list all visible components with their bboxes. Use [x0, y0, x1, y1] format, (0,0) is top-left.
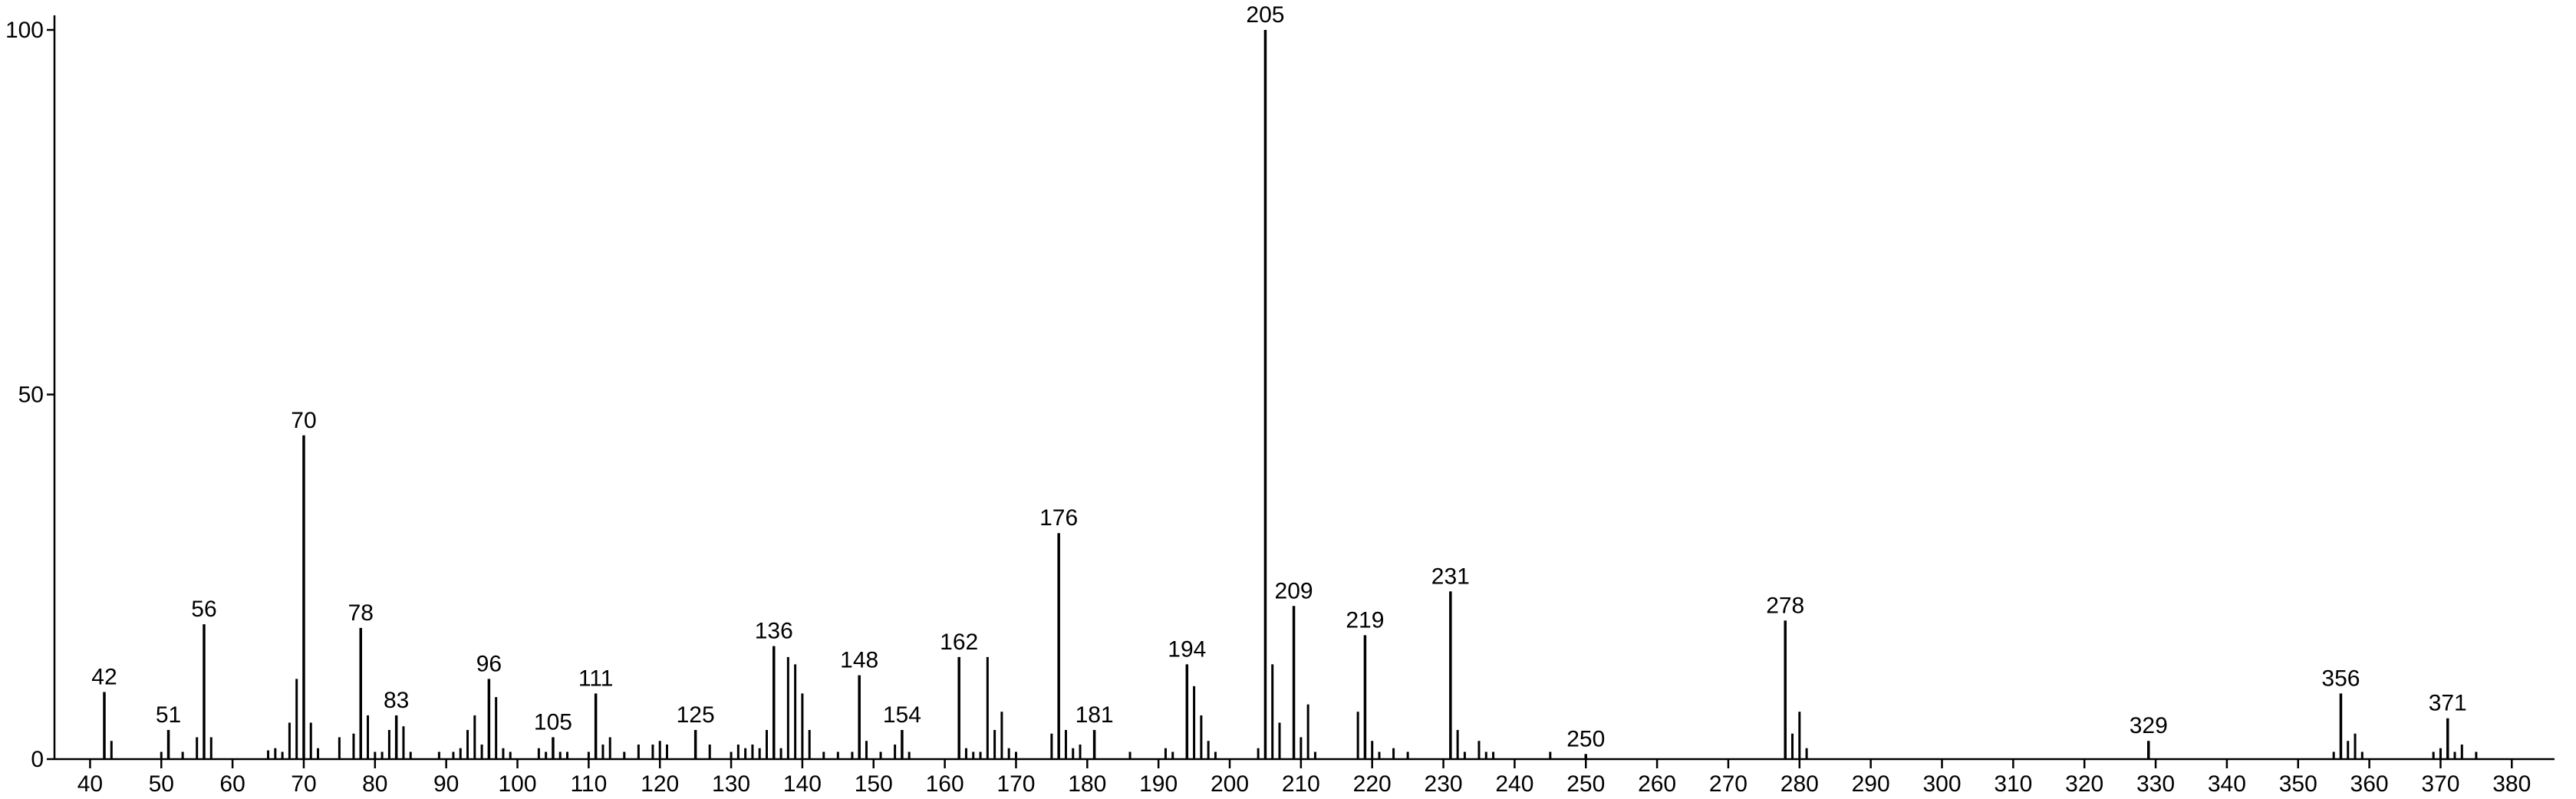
x-tick-label: 370 — [2421, 771, 2459, 797]
x-tick-label: 260 — [1638, 771, 1676, 797]
peak-label: 136 — [755, 619, 793, 644]
x-tick-label: 140 — [783, 771, 822, 797]
x-tick-label: 360 — [2350, 771, 2389, 797]
x-tick-label: 320 — [2065, 771, 2103, 797]
peak-label: 329 — [2130, 713, 2168, 738]
x-tick-label: 40 — [77, 771, 103, 797]
peak-label: 111 — [578, 666, 614, 691]
x-tick-label: 120 — [641, 771, 679, 797]
x-tick-label: 330 — [2136, 771, 2175, 797]
peak-label: 371 — [2429, 691, 2467, 716]
y-tick-label: 100 — [5, 18, 44, 43]
peak-label: 205 — [1246, 2, 1284, 28]
x-tick-label: 220 — [1353, 771, 1392, 797]
peak-label: 194 — [1168, 636, 1206, 662]
peak-label: 219 — [1346, 607, 1384, 633]
peak-label: 250 — [1566, 726, 1605, 751]
peak-label: 105 — [534, 709, 572, 735]
x-tick-label: 180 — [1068, 771, 1106, 797]
x-tick-label: 150 — [855, 771, 893, 797]
peak-label: 231 — [1431, 564, 1470, 589]
x-tick-label: 100 — [498, 771, 536, 797]
peak-label: 181 — [1076, 702, 1114, 728]
y-tick-label: 0 — [31, 747, 44, 772]
peak-label: 83 — [384, 688, 409, 713]
peak-label: 96 — [476, 651, 502, 676]
peak-label: 209 — [1275, 578, 1313, 603]
x-tick-label: 300 — [1922, 771, 1961, 797]
x-tick-label: 270 — [1709, 771, 1748, 797]
x-tick-label: 160 — [926, 771, 964, 797]
x-tick-label: 380 — [2492, 771, 2531, 797]
x-tick-label: 250 — [1566, 771, 1605, 797]
x-tick-label: 310 — [1994, 771, 2032, 797]
peak-label: 70 — [291, 408, 316, 433]
peak-label: 154 — [883, 702, 921, 728]
x-tick-label: 200 — [1211, 771, 1249, 797]
x-tick-label: 130 — [712, 771, 750, 797]
x-tick-label: 340 — [2208, 771, 2246, 797]
x-tick-label: 110 — [570, 771, 607, 797]
x-tick-label: 50 — [149, 771, 174, 797]
peak-label: 356 — [2321, 666, 2360, 691]
peak-label: 56 — [191, 597, 216, 622]
x-tick-label: 290 — [1852, 771, 1890, 797]
peak-label: 125 — [677, 702, 715, 728]
x-tick-label: 170 — [996, 771, 1035, 797]
peak-label: 148 — [840, 648, 878, 673]
peak-label: 278 — [1766, 593, 1804, 618]
y-tick-label: 50 — [18, 383, 44, 408]
x-tick-label: 60 — [219, 771, 245, 797]
x-tick-label: 70 — [291, 771, 316, 797]
x-tick-label: 90 — [433, 771, 459, 797]
peak-label: 51 — [156, 702, 181, 728]
peak-label: 162 — [940, 630, 978, 655]
x-tick-label: 80 — [362, 771, 387, 797]
x-tick-label: 350 — [2279, 771, 2317, 797]
x-tick-label: 210 — [1282, 771, 1320, 797]
peak-label: 78 — [348, 600, 374, 626]
x-tick-label: 240 — [1495, 771, 1533, 797]
peak-label: 42 — [91, 665, 117, 690]
peak-label: 176 — [1039, 505, 1078, 531]
x-tick-label: 190 — [1139, 771, 1178, 797]
x-tick-label: 230 — [1425, 771, 1463, 797]
x-tick-label: 280 — [1780, 771, 1819, 797]
